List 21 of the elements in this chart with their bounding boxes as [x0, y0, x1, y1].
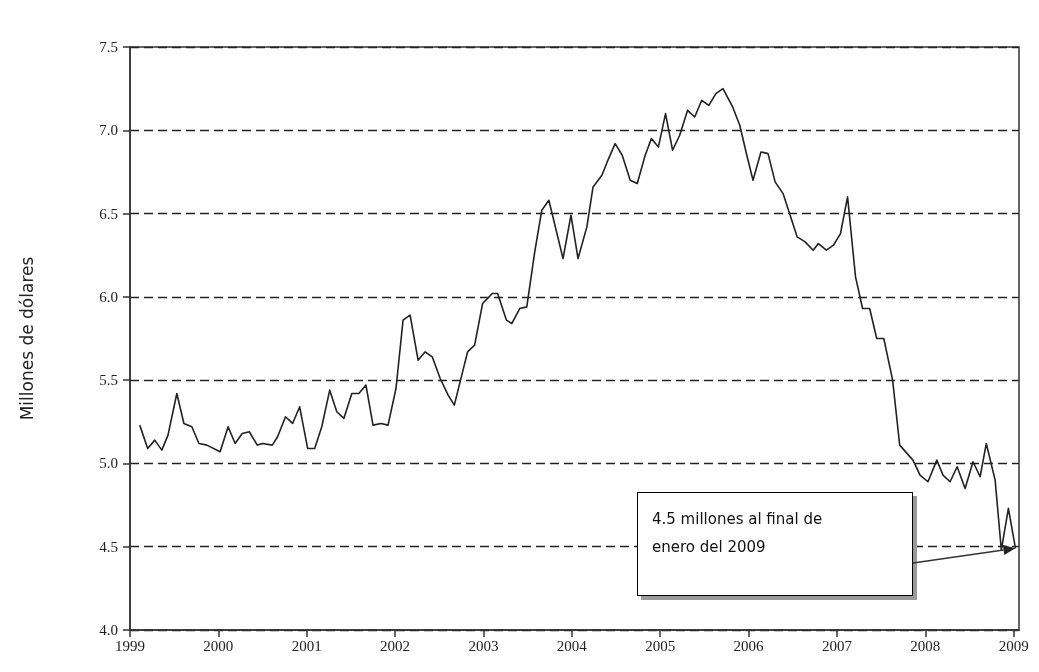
y-tick-label: 6.5 [99, 205, 118, 222]
x-tick-label: 2009 [998, 637, 1029, 654]
text: 7.0 [99, 122, 118, 139]
x-tick-label: 2007 [821, 637, 853, 654]
x-tick-label: 2004 [556, 637, 588, 654]
y-tick-label: 4.5 [99, 538, 118, 555]
x-tick-label: 2006 [733, 637, 765, 654]
annotation: 4.5 millones al final de enero del 2009 [652, 509, 824, 558]
x-tick-label: 2003 [468, 637, 499, 654]
y-axis-title: Millones de dólares [16, 256, 37, 421]
x-tick-label: 2008 [910, 637, 941, 654]
x-tick-label: 2002 [380, 637, 411, 654]
x-tick-label: 1999 [115, 637, 145, 654]
y-tick-label: 5.5 [99, 372, 118, 389]
x-tick-label: 2000 [203, 637, 234, 654]
y-tick-label: 7.5 [99, 39, 118, 55]
text: 4.0 [99, 622, 118, 638]
text: 5.0 [99, 455, 118, 472]
x-tick-label: 2005 [645, 637, 676, 654]
text: 6.0 [99, 288, 118, 305]
x-tick-label: 2001 [291, 637, 322, 654]
